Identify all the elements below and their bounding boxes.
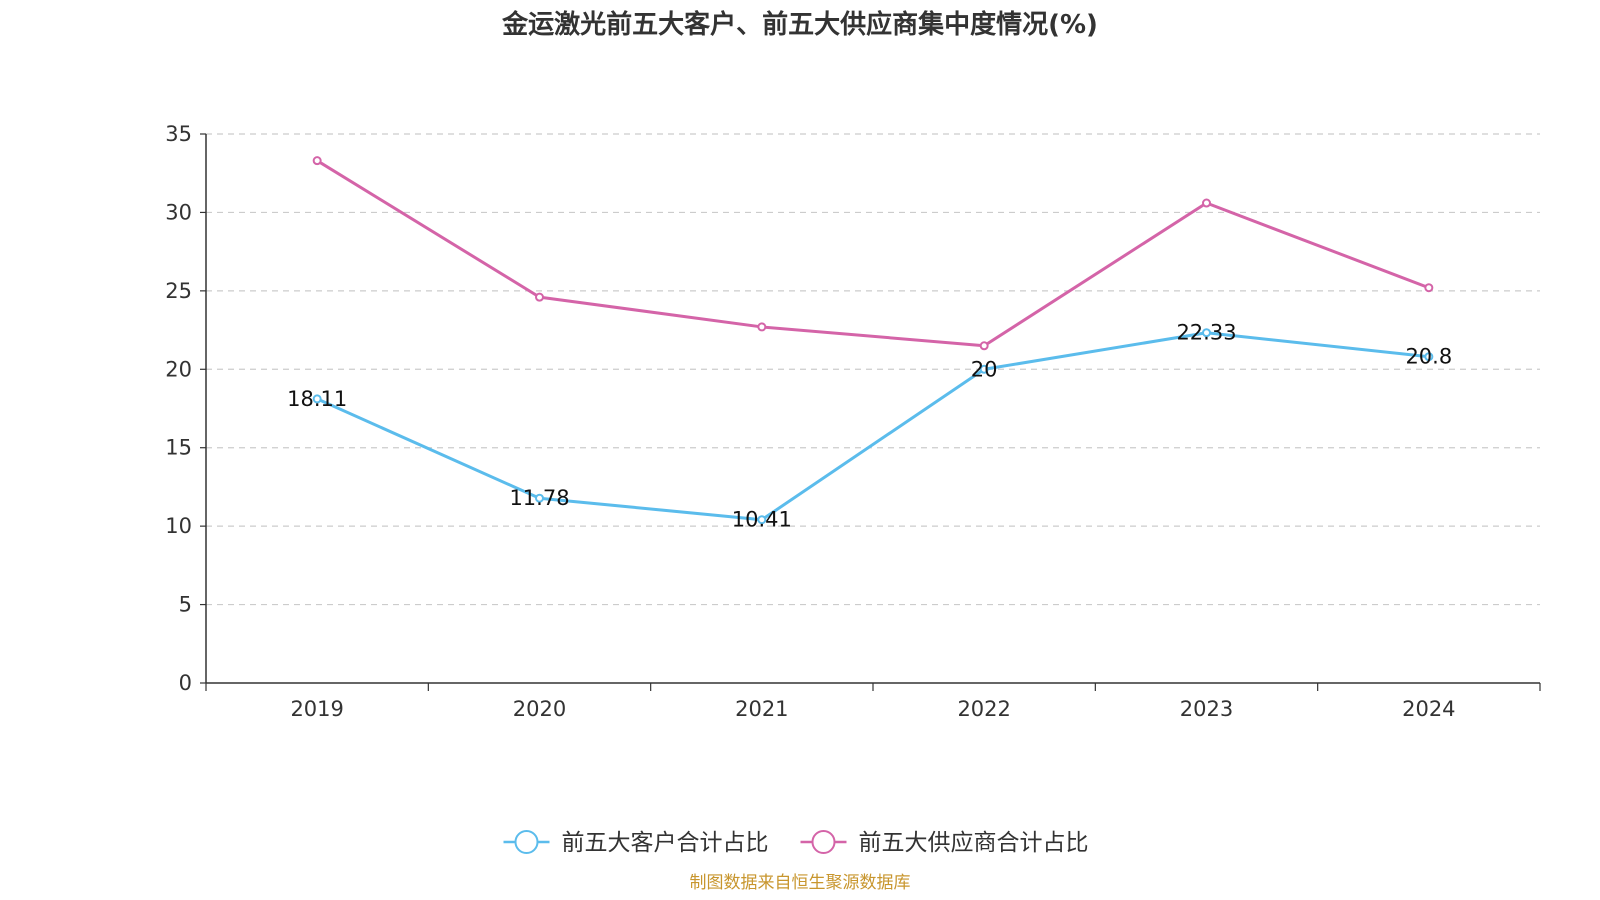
x-tick-label: 2020	[513, 697, 566, 721]
series-2-point	[979, 341, 989, 351]
data-label: 10.41	[732, 508, 792, 532]
data-label: 20	[971, 357, 998, 381]
chart-title: 金运激光前五大客户、前五大供应商集中度情况(%)	[501, 9, 1098, 40]
data-label: 20.8	[1405, 345, 1452, 369]
x-axis-ticks: 2019 2020 2021 2022 2023 2024	[205, 683, 1541, 721]
series-1-point	[757, 515, 767, 525]
series-2-point	[1202, 198, 1211, 208]
y-tick-label: 5	[179, 593, 192, 617]
series-1-point	[312, 394, 322, 404]
y-tick-label: 10	[165, 514, 192, 538]
series-line-2	[316, 159, 1430, 348]
y-tick-label: 30	[165, 200, 192, 224]
y-tick-label: 35	[165, 122, 192, 146]
series-2-point	[535, 292, 544, 302]
series-1-point	[979, 364, 989, 374]
series-layer	[312, 156, 1434, 525]
x-tick-label: 2024	[1402, 697, 1455, 721]
legend-swatch-marker	[811, 830, 836, 854]
series-2-point	[312, 156, 322, 166]
y-tick-label: 0	[179, 671, 192, 695]
legend-label: 前五大客户合计占比	[562, 830, 769, 856]
series-1-point	[1424, 352, 1434, 362]
series-2-point	[1424, 283, 1434, 293]
legend-label: 前五大供应商合计占比	[859, 830, 1089, 856]
x-tick-label: 2022	[957, 697, 1010, 721]
legend: 前五大客户合计占比 前五大供应商合计占比	[503, 830, 1089, 856]
series-1-point	[535, 493, 544, 503]
data-label: 18.11	[287, 387, 347, 411]
x-tick-label: 2021	[735, 697, 788, 721]
y-axis-ticks: 0 5 10 15 20 25 30 35	[165, 122, 206, 695]
grid-lines	[206, 133, 1540, 606]
x-tick-label: 2019	[290, 697, 343, 721]
series-line-1	[316, 331, 1429, 522]
data-label: 22.33	[1176, 321, 1236, 345]
legend-swatch-marker	[514, 830, 539, 854]
series-1-point	[1202, 328, 1211, 338]
series-2-point	[757, 322, 767, 332]
y-tick-label: 25	[165, 279, 192, 303]
y-tick-label: 15	[165, 436, 192, 460]
x-tick-label: 2023	[1180, 697, 1233, 721]
y-tick-label: 20	[165, 357, 192, 381]
source-note: 制图数据来自恒生聚源数据库	[690, 873, 911, 893]
data-labels: 18.11 11.78 10.41 20 22.33 20.8	[287, 321, 1452, 532]
data-label: 11.78	[509, 486, 569, 510]
